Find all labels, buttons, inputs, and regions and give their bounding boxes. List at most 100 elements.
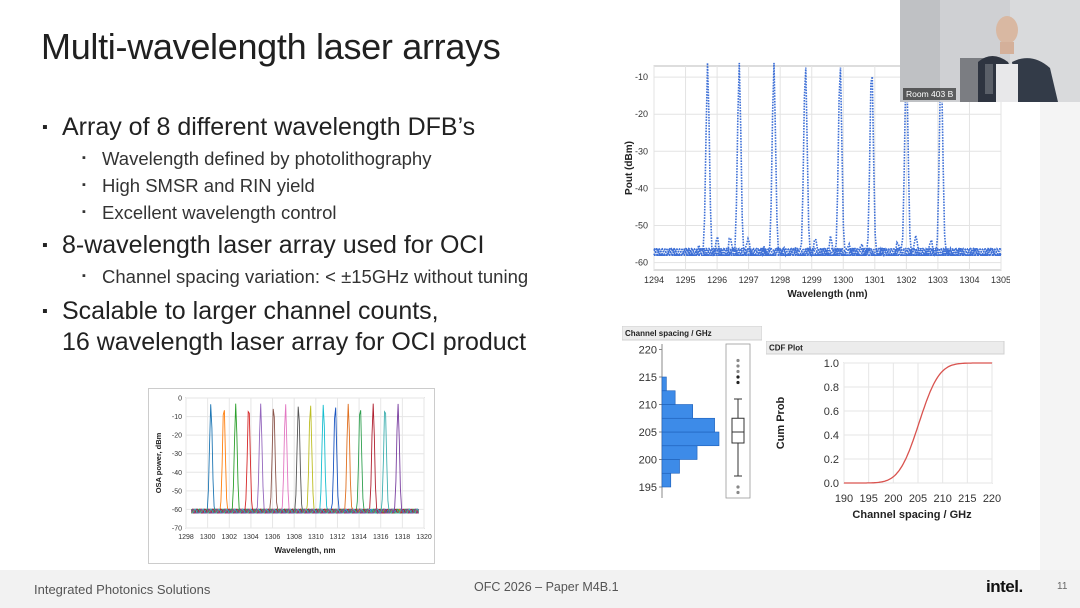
histogram-bar: [661, 445, 698, 460]
cdf-chart: CDF Plot 190 195 200 205 210 215 220 1.0 0.8 0.6 0.…: [766, 341, 1005, 521]
spectrum-chart-16ch: 1298 1300 1302 1304 1306 1308 1310 1312 1314 1316…: [148, 388, 435, 564]
y-tick-label: 0.4: [824, 430, 839, 442]
x-tick-label: 205: [909, 493, 927, 505]
y-tick-label: -30: [172, 451, 182, 458]
x-tick-label: 1312: [330, 534, 346, 541]
x-tick-label: 1306: [265, 534, 281, 541]
histogram-bar: [661, 417, 715, 433]
bullet-marker-icon: ▪: [42, 119, 48, 136]
bullet-1: ▪ Array of 8 different wavelength DFB’s: [42, 113, 476, 141]
sub-bullet: ▪ Wavelength defined by photolithography: [42, 145, 602, 172]
x-tick-label: 1305: [991, 275, 1010, 285]
x-tick-label: 1318: [395, 534, 411, 541]
bullet-marker-icon: ▪: [82, 179, 86, 191]
y-tick-label: -50: [635, 220, 648, 230]
spectrum-trace: [190, 403, 419, 514]
y-tick-label: 0.8: [824, 382, 839, 394]
x-tick-label: 220: [983, 493, 1001, 505]
x-tick-label: 1304: [959, 275, 979, 285]
spectrum-trace: [653, 67, 1002, 258]
outlier-point: [736, 380, 740, 385]
y-tick-label: 210: [639, 400, 657, 412]
y-tick-label: -30: [635, 146, 648, 156]
histogram-bar: [661, 472, 672, 488]
y-tick-label: 0: [178, 396, 182, 403]
bullet-2: ▪ 8-wavelength laser array used for OCI: [42, 231, 485, 259]
footer-bar: [0, 570, 1080, 608]
panel-header: [766, 341, 1005, 355]
outlier-point: [736, 369, 740, 374]
y-tick-label: -10: [635, 72, 648, 82]
x-tick-label: 215: [958, 493, 976, 505]
histogram-title: Channel spacing / GHz: [625, 329, 712, 338]
y-tick-label: -20: [172, 433, 182, 440]
outlier-point: [736, 485, 740, 489]
histogram-bar: [661, 404, 693, 419]
slide-title: Multi-wavelength laser arrays: [41, 26, 501, 67]
plot-area: [185, 397, 425, 529]
room-label: Room 403 B: [903, 88, 957, 100]
y-tick-label: 0.2: [824, 454, 839, 466]
footer-left-text: Integrated Photonics Solutions: [34, 582, 211, 597]
x-tick-label: 1298: [770, 275, 790, 285]
bullet-marker-icon: ▪: [82, 270, 86, 282]
histogram-bar: [661, 390, 676, 405]
cdf-curve: [844, 362, 992, 484]
x-tick-label: 1303: [928, 275, 948, 285]
x-tick-label: 1295: [676, 275, 696, 285]
footer-center-text: OFC 2026 – Paper M4B.1: [474, 580, 619, 594]
x-tick-label: 1300: [200, 534, 216, 541]
x-tick-label: 1298: [178, 534, 194, 541]
outlier-point: [736, 490, 740, 495]
x-axis-label: Channel spacing / GHz: [852, 509, 972, 521]
sub-bullet: ▪ High SMSR and RIN yield: [42, 172, 602, 199]
y-tick-label: -60: [172, 507, 182, 514]
y-tick-label: -10: [172, 414, 182, 421]
outlier-point: [736, 375, 740, 379]
y-tick-label: 0.6: [824, 406, 839, 418]
x-tick-label: 1302: [896, 275, 916, 285]
intel-logo: intel.: [986, 577, 1023, 596]
x-tick-label: 1302: [221, 534, 237, 541]
y-tick-label: 215: [639, 372, 657, 384]
y-tick-label: 195: [639, 482, 657, 494]
x-tick-label: 190: [835, 493, 853, 505]
histogram-bar: [661, 459, 680, 474]
sub-bullet: ▪ Excellent wavelength control: [42, 199, 602, 226]
x-tick-label: 1310: [308, 534, 324, 541]
x-tick-label: 1316: [373, 534, 389, 541]
y-tick-label: 205: [639, 427, 657, 439]
bullet-marker-icon: ▪: [82, 206, 86, 218]
x-tick-label: 1308: [286, 534, 302, 541]
channel-spacing-histogram: Channel spacing / GHz 220 215 210 205 200 195: [622, 326, 762, 499]
x-tick-label: 1297: [739, 275, 759, 285]
spectrum-chart-8ch: 1294 1295 1296 1297 1298 1299 1300 1301 1302 1303…: [624, 62, 1010, 300]
y-axis-label: Pout (dBm): [624, 141, 635, 195]
spectrum-trace: [653, 76, 1001, 256]
y-tick-label: -40: [635, 183, 648, 193]
speaker-video: [900, 0, 1080, 102]
y-tick-label: 1.0: [824, 358, 839, 370]
y-axis-label: Cum Prob: [775, 396, 787, 449]
cdf-title: CDF Plot: [769, 344, 803, 353]
bullet-list: ▪ Array of 8 different wavelength DFB’s ▪…: [42, 112, 602, 360]
bullet-marker-icon: ▪: [42, 237, 48, 254]
y-tick-label: -40: [172, 470, 182, 477]
x-tick-label: 1304: [243, 534, 259, 541]
x-tick-label: 1296: [707, 275, 727, 285]
x-axis-label: Wavelength (nm): [787, 289, 867, 300]
y-tick-label: -70: [172, 526, 182, 533]
x-tick-label: 210: [933, 493, 951, 505]
panel-header: [622, 326, 762, 341]
x-tick-label: 200: [884, 493, 902, 505]
y-axis-label: OSA power, dBm: [154, 432, 163, 493]
spectrum-trace: [653, 62, 1001, 257]
y-tick-label: -60: [635, 258, 648, 268]
x-tick-label: 1300: [833, 275, 853, 285]
outlier-point: [736, 364, 740, 368]
x-tick-label: 1320: [416, 534, 432, 541]
histogram-bar: [661, 376, 667, 392]
outlier-point: [736, 358, 740, 363]
x-tick-label: 1314: [351, 534, 367, 541]
bullet-marker-icon: ▪: [82, 152, 86, 164]
